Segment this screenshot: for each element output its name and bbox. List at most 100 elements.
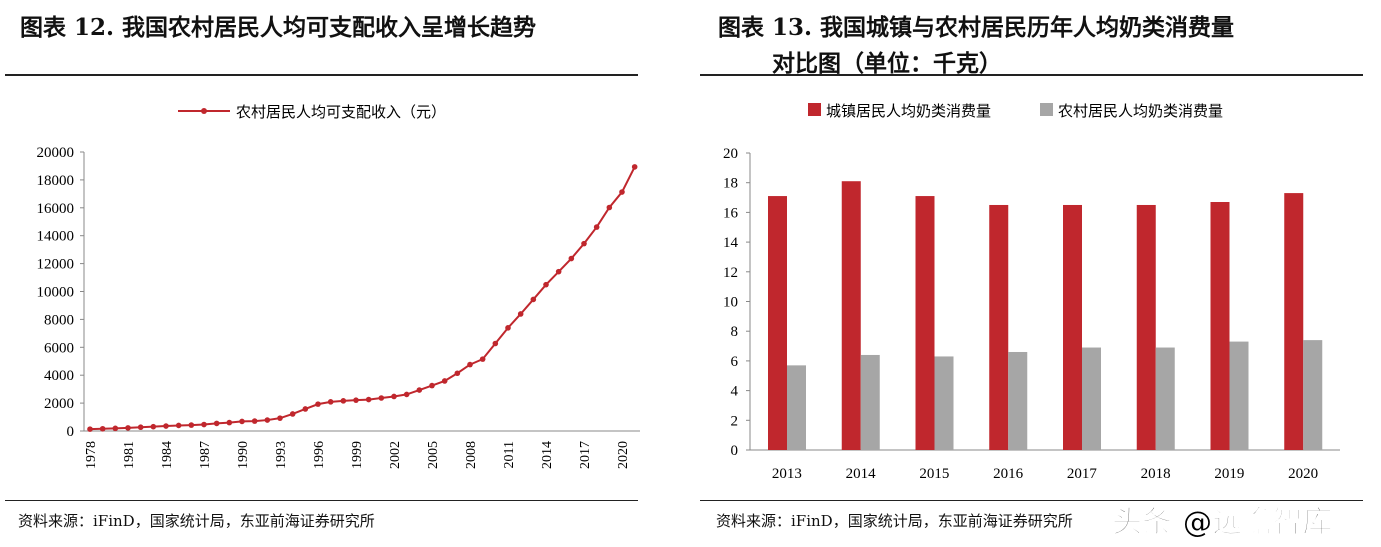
rural-bar	[860, 354, 880, 450]
rural-bar	[934, 356, 954, 450]
left-y-tick-label: 4000	[44, 368, 74, 384]
right-title-rule	[700, 74, 1363, 76]
right-y-tick-label: 18	[723, 176, 738, 192]
watermark: 头条 @远瞻智库	[1111, 505, 1333, 541]
left-y-tick-label: 6000	[44, 340, 74, 356]
left-data-point	[327, 399, 334, 405]
left-y-tick-label: 10000	[37, 285, 75, 301]
left-data-point	[505, 325, 511, 331]
right-x-tick-label: 2015	[919, 466, 949, 482]
left-data-point	[429, 382, 435, 389]
left-data-point	[378, 395, 385, 401]
left-data-point	[137, 424, 144, 431]
right-x-tick-label: 2017	[1067, 466, 1098, 482]
right-y-tick-label: 16	[723, 205, 739, 221]
left-x-tick-label: 1978	[84, 441, 99, 469]
rural-bar	[787, 365, 806, 450]
left-data-point	[87, 426, 93, 432]
right-chart-title-line2: 对比图（单位：千克）	[772, 50, 1002, 77]
right-footer-rule	[700, 500, 1363, 501]
left-data-point	[403, 391, 410, 398]
left-data-point	[416, 387, 423, 393]
rural-bar	[1155, 347, 1175, 450]
urban-bar	[1136, 204, 1156, 450]
left-x-tick-label: 2005	[426, 441, 441, 469]
left-data-point	[150, 423, 157, 430]
right-x-tick-label: 2018	[1141, 466, 1171, 482]
left-legend-label: 农村居民人均可支配收入（元）	[236, 104, 446, 121]
left-data-point	[315, 401, 321, 407]
left-data-point	[391, 393, 397, 400]
rural-legend-label: 农村居民人均奶类消费量	[1058, 103, 1223, 120]
left-data-point	[112, 425, 119, 432]
rural-bar	[1229, 341, 1249, 450]
left-x-tick-label: 1987	[198, 441, 213, 469]
rural-bar	[1082, 347, 1101, 450]
left-data-point	[555, 268, 562, 275]
left-data-point	[277, 415, 283, 421]
left-data-point	[289, 411, 296, 417]
left-data-point	[226, 419, 233, 426]
left-data-point	[581, 240, 587, 247]
rural-legend-swatch	[1040, 103, 1053, 116]
right-chart-title-line1: 图表 13. 我国城镇与农村居民历年人均奶类消费量	[718, 14, 1235, 41]
right-y-tick-label: 10	[723, 295, 738, 311]
left-x-tick-label: 2020	[616, 441, 631, 469]
left-title-rule	[5, 74, 638, 76]
left-data-point	[517, 311, 524, 317]
left-x-tick-label: 1984	[160, 441, 175, 469]
left-data-point	[593, 224, 600, 230]
left-income-line	[89, 166, 636, 431]
right-y-tick-label: 6	[731, 354, 739, 370]
right-y-tick-label: 4	[731, 384, 739, 400]
left-data-point	[125, 425, 131, 431]
left-y-tick-label: 12000	[37, 257, 75, 273]
right-y-tick-label: 0	[731, 443, 739, 459]
left-data-point	[201, 421, 207, 428]
right-y-tick-label: 14	[723, 235, 739, 251]
left-y-tick-label: 2000	[44, 396, 74, 412]
left-data-point	[479, 356, 486, 362]
left-data-point	[543, 281, 549, 288]
left-y-tick-label: 14000	[37, 229, 75, 245]
left-legend-marker	[201, 108, 207, 114]
right-y-tick-label: 12	[723, 265, 738, 281]
rural-bar	[1008, 351, 1028, 450]
urban-legend-label: 城镇居民人均奶类消费量	[826, 103, 991, 120]
left-data-point	[302, 406, 309, 412]
left-data-point	[340, 398, 347, 404]
left-chart-title: 图表 12. 我国农村居民人均可支配收入呈增长趋势	[20, 14, 537, 41]
right-y-tick-label: 8	[731, 324, 739, 340]
left-y-tick-label: 20000	[37, 145, 75, 161]
left-data-point	[606, 204, 613, 211]
right-source: 资料来源：iFinD，国家统计局，东亚前海证券研究所	[716, 512, 1073, 530]
left-data-point	[251, 418, 258, 424]
right-x-tick-label: 2014	[846, 466, 877, 482]
left-y-tick-label: 0	[67, 424, 75, 440]
urban-bar	[989, 204, 1009, 450]
left-data-point	[239, 418, 245, 425]
left-y-tick-label: 16000	[37, 201, 75, 217]
left-data-point	[353, 397, 359, 403]
left-source: 资料来源：iFinD，国家统计局，东亚前海证券研究所	[18, 512, 375, 530]
left-data-point	[213, 420, 220, 427]
left-x-tick-label: 1996	[312, 441, 327, 469]
urban-bar	[841, 181, 861, 450]
right-x-tick-label: 2016	[993, 466, 1024, 482]
left-x-tick-label: 2002	[388, 441, 403, 469]
left-x-tick-label: 2014	[540, 441, 555, 469]
right-x-tick-label: 2013	[772, 466, 802, 482]
left-data-point	[441, 378, 448, 384]
left-data-point	[631, 164, 638, 170]
left-data-point	[492, 340, 499, 347]
urban-legend-swatch	[808, 103, 821, 116]
urban-bar	[915, 196, 935, 450]
right-x-tick-label: 2020	[1288, 466, 1318, 482]
left-x-tick-label: 2017	[578, 441, 593, 469]
left-x-tick-label: 1981	[122, 441, 137, 469]
urban-bar	[1063, 204, 1082, 450]
right-y-tick-label: 2	[731, 413, 739, 429]
right-x-tick-label: 2019	[1214, 466, 1244, 482]
left-data-point	[365, 396, 372, 403]
